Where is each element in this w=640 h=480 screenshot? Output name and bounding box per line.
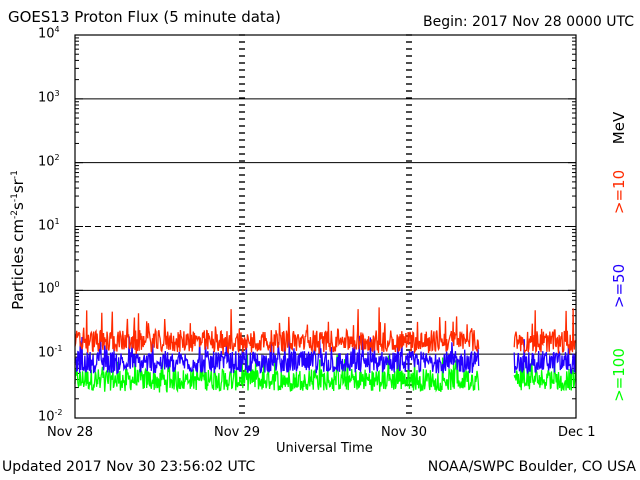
series-ge10-segment <box>74 307 480 355</box>
credit: NOAA/SWPC Boulder, CO USA <box>427 459 636 475</box>
plot-frame <box>74 34 577 419</box>
updated-timestamp: Updated 2017 Nov 30 23:56:02 UTC <box>2 459 256 475</box>
y-tick-label: 101 <box>38 216 60 233</box>
x-tick-label: Nov 29 <box>214 425 261 440</box>
series-ge100-segment <box>74 354 480 394</box>
series-ge50-segment <box>513 339 577 375</box>
y-tick-label: 100 <box>38 280 60 297</box>
series-ge100-segment <box>513 357 577 392</box>
y-tick-label: 10-1 <box>38 344 63 361</box>
chart-title: GOES13 Proton Flux (5 minute data) <box>8 8 281 26</box>
x-tick-label: Nov 28 <box>47 425 94 440</box>
legend-ge50: >=50 <box>610 263 628 309</box>
y-tick-label: 10-2 <box>38 408 63 425</box>
begin-time: Begin: 2017 Nov 28 0000 UTC <box>423 14 634 30</box>
legend-ge10: >=10 <box>610 169 628 215</box>
legend-ge100: >=100 <box>610 348 628 402</box>
y-tick-label: 104 <box>38 25 60 42</box>
series-ge50-segment <box>74 335 480 375</box>
unit-label: MeV <box>610 111 628 145</box>
series-ge10-segment <box>513 308 577 354</box>
y-tick-label: 103 <box>38 88 60 106</box>
x-axis-label: Universal Time <box>276 441 373 456</box>
x-tick-label: Dec 1 <box>558 425 596 440</box>
x-tick-label: Nov 30 <box>381 425 428 440</box>
y-tick-label: 102 <box>38 152 60 169</box>
